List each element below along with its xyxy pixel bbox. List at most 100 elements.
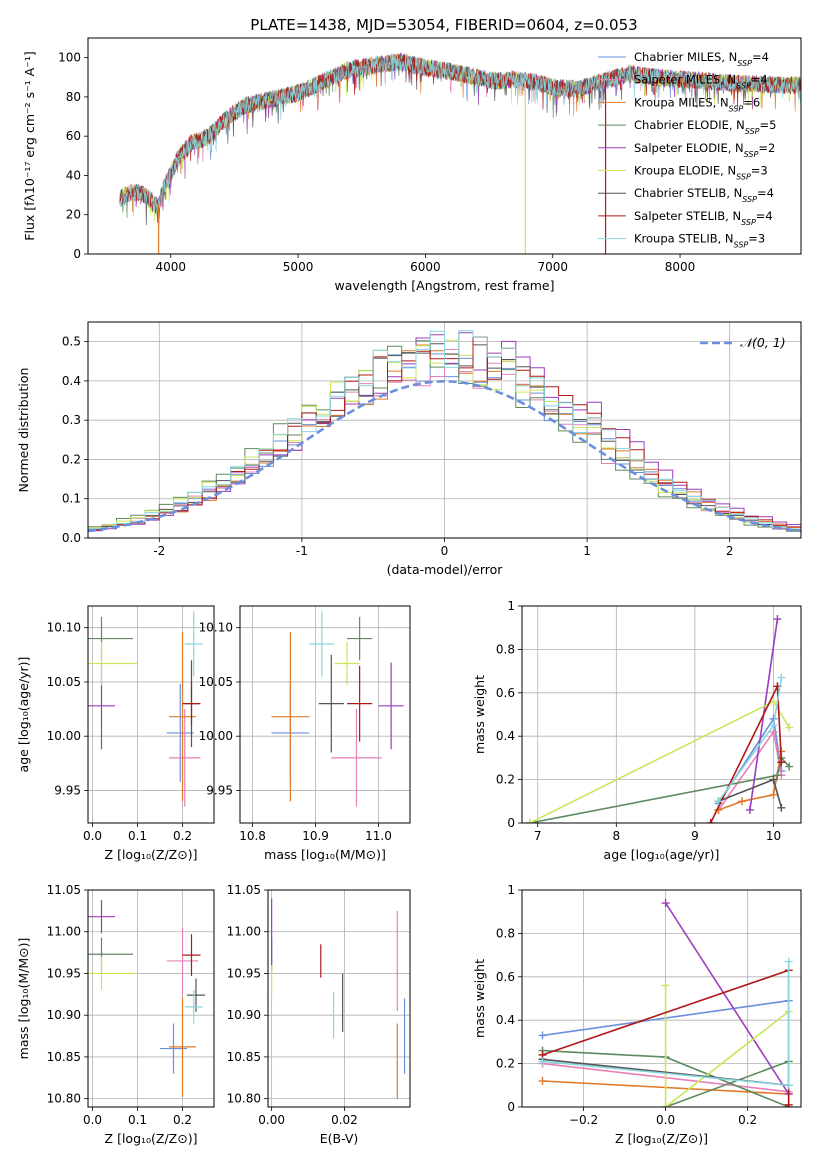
x-tick-label: 0.02 <box>331 1113 358 1127</box>
age-vs-metallicity-panel: 0.0 0.1 0.2 9.95 10.00 10.05 10.10 Z [log₁₀(Z/Z… <box>16 605 215 862</box>
y-tick-label: 40 <box>66 168 81 182</box>
x-axis-label: Z [log₁₀(Z/Z⊙)] <box>105 847 198 862</box>
x-axis-label: Z [log₁₀(Z/Z⊙)] <box>615 1131 708 1146</box>
y-tick-label: 100 <box>58 51 81 65</box>
y-tick-label: 0.2 <box>62 452 81 466</box>
axes-frame <box>87 37 802 255</box>
weight-marker <box>784 957 793 966</box>
x-tick-label: -1 <box>296 544 308 558</box>
weight-marker <box>769 790 778 799</box>
x-axis-label: mass [log₁₀(M/M⊙)] <box>264 847 386 862</box>
y-axis-label: Normed distribution <box>16 368 31 493</box>
legend-item: Salpeter MILES, NSSP=4 <box>598 73 768 90</box>
x-axis-label: E(B-V) <box>320 1131 359 1146</box>
age-vs-mass-panel: 10.8 10.9 11.0 9.95 10.00 10.05 10.10 mass [log… <box>199 605 411 862</box>
x-tick-label: 10.8 <box>239 829 266 843</box>
error-bar-point <box>169 709 201 807</box>
legend-item: Salpeter ELODIE, NSSP=2 <box>598 141 775 159</box>
y-tick-label: 0.5 <box>62 335 81 349</box>
y-tick-label: 0.6 <box>496 970 515 984</box>
x-tick-label: 0.0 <box>83 1113 102 1127</box>
weight-marker <box>773 615 782 624</box>
weight-marker <box>777 673 786 682</box>
weight-line <box>664 902 790 1095</box>
x-tick-label: 7 <box>534 829 542 843</box>
y-tick-label: 10.05 <box>47 675 81 689</box>
error-bar-point <box>347 665 373 742</box>
x-axis-label: wavelength [Angstrom, rest frame] <box>334 278 554 293</box>
weight-line <box>542 1049 790 1107</box>
residuals-histogram-panel: -2 -1 0 1 2 0.0 0.1 0.2 0.3 0.4 0.5 (data-model)/er… <box>16 321 802 577</box>
plot-area <box>88 330 801 533</box>
error-bar-point <box>182 934 201 976</box>
y-tick-label: 0.2 <box>496 1057 515 1071</box>
axes-frame <box>521 889 802 1108</box>
y-tick-label: 10.90 <box>47 1008 81 1022</box>
y-tick-label: 0.3 <box>62 413 81 427</box>
x-axis-label: Z [log₁₀(Z/Z⊙)] <box>105 1131 198 1146</box>
error-bar-point <box>318 654 344 753</box>
y-tick-label: 10.00 <box>47 729 81 743</box>
weight-marker <box>745 805 754 814</box>
legend-item: Kroupa MILES, NSSP=6 <box>598 95 760 113</box>
error-bar-point <box>182 681 201 726</box>
y-tick-label: 10.85 <box>227 1050 261 1064</box>
axes-frame <box>87 605 215 824</box>
legend-item: Kroupa ELODIE, NSSP=3 <box>598 164 768 182</box>
legend-label: Salpeter ELODIE, NSSP=2 <box>634 141 775 159</box>
y-tick-label: 0.4 <box>62 374 81 388</box>
weight-marker <box>538 1076 547 1085</box>
y-tick-label: 9.95 <box>206 783 233 797</box>
weight-marker <box>738 797 747 806</box>
error-bar-point <box>88 641 138 686</box>
weight-marker <box>714 797 723 806</box>
error-bar-point <box>309 611 335 677</box>
y-tick-label: 1 <box>507 599 515 613</box>
legend-label: Kroupa ELODIE, NSSP=3 <box>634 164 768 182</box>
legend-label: Chabrier STELIB, NSSP=4 <box>634 186 774 204</box>
weight-marker <box>538 1057 547 1066</box>
axes-frame <box>87 321 802 539</box>
y-tick-label: 0.4 <box>496 1013 515 1027</box>
axes-frame <box>267 889 411 1108</box>
y-tick-label: 0.8 <box>496 642 515 656</box>
y-axis-label: mass weight <box>472 959 487 1038</box>
plot-area <box>271 611 404 807</box>
x-axis-label: age [log₁₀(age/yr)] <box>604 847 720 862</box>
y-axis-label: Flux [fλ10⁻¹⁷ erg cm⁻² s⁻¹ A⁻¹] <box>22 51 37 240</box>
x-tick-label: 10 <box>766 829 781 843</box>
x-tick-label: 0.2 <box>173 829 192 843</box>
mass-vs-metallicity-panel: 0.0 0.1 0.2 10.80 10.85 10.90 10.95 11.00 11.05 Z… <box>16 883 215 1146</box>
weight-marker <box>784 1100 793 1107</box>
y-tick-label: 10.00 <box>199 729 233 743</box>
y-tick-label: 10.85 <box>47 1050 81 1064</box>
histogram-steps <box>88 330 801 530</box>
legend-label: Chabrier MILES, NSSP=4 <box>634 50 769 68</box>
x-tick-label: 7000 <box>537 260 568 274</box>
error-bar-point <box>334 641 360 686</box>
y-tick-label: 10.05 <box>199 675 233 689</box>
y-tick-label: 11.00 <box>47 925 81 939</box>
legend-label: Kroupa STELIB, NSSP=3 <box>634 232 765 250</box>
weight-marker <box>661 981 670 990</box>
legend-label: Salpeter STELIB, NSSP=4 <box>634 209 773 227</box>
x-tick-label: 0.1 <box>128 1113 147 1127</box>
plot-area <box>88 611 203 807</box>
weight-marker <box>785 762 794 771</box>
weight-marker <box>777 758 786 767</box>
y-tick-label: 0 <box>507 816 515 830</box>
y-tick-label: 10.95 <box>47 966 81 980</box>
error-bar-point <box>184 611 203 677</box>
weight-line <box>718 778 783 809</box>
x-tick-label: −0.2 <box>569 1113 598 1127</box>
x-tick-label: 8000 <box>665 260 696 274</box>
y-axis-label: mass weight <box>472 675 487 754</box>
x-tick-label: 0.2 <box>173 1113 192 1127</box>
y-tick-label: 20 <box>66 208 81 222</box>
legend-label: Chabrier ELODIE, NSSP=5 <box>634 118 776 136</box>
axes-frame <box>239 605 411 824</box>
y-tick-label: 10.90 <box>227 1008 261 1022</box>
legend-item: Chabrier ELODIE, NSSP=5 <box>598 118 776 136</box>
spectrum-line <box>119 53 801 217</box>
x-tick-label: 9 <box>691 829 699 843</box>
